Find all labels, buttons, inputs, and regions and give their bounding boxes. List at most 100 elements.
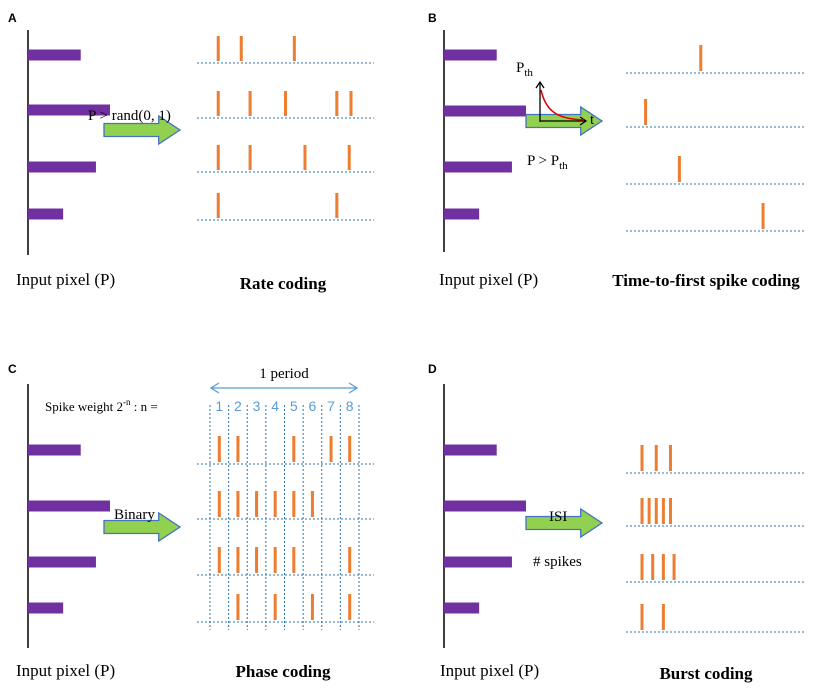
spike-weight-tail: : n = — [131, 399, 158, 414]
spike — [654, 498, 658, 524]
spike — [329, 436, 333, 462]
pixel-bar — [28, 602, 64, 614]
spike — [640, 498, 644, 524]
curve-y-label: Pth — [516, 60, 533, 79]
coding-scheme-label: Rate coding — [240, 274, 327, 293]
phase-slot-number: 8 — [346, 398, 354, 414]
phase-slot-number: 2 — [234, 398, 242, 414]
phase-slot-number: 3 — [253, 398, 261, 414]
pixel-bar — [444, 602, 480, 614]
spike — [236, 547, 240, 573]
pixel-bar — [28, 208, 64, 220]
curve-y-arrowhead — [535, 80, 545, 89]
spike — [761, 203, 765, 229]
spike — [348, 547, 352, 573]
spike — [310, 594, 314, 620]
spike — [273, 491, 277, 517]
coding-scheme-label: Time-to-first spike coding — [612, 271, 800, 290]
arrow-label: Binary — [114, 507, 155, 523]
spike — [216, 91, 220, 116]
curve-y-label-subscript: th — [524, 67, 533, 79]
spike — [672, 554, 676, 580]
panel-d: D ISI # spikes Input pixel (P) Burst coding — [428, 362, 804, 683]
panel-c: C 1 2 3 4 5 6 7 8 1 period Spike weight 2-n : n = B… — [8, 362, 374, 681]
curve-x-label: t — [590, 112, 595, 128]
pixel-bar — [444, 105, 526, 117]
phase-slot-number: 5 — [290, 398, 298, 414]
pixel-bar — [28, 161, 96, 173]
spike — [647, 498, 651, 524]
panel-letter: B — [428, 11, 437, 25]
spike-weight-label: Spike weight 2-n : n = — [45, 397, 158, 414]
pixel-bar — [28, 444, 81, 456]
phase-slot-number: 1 — [215, 398, 223, 414]
coding-scheme-label: Burst coding — [659, 664, 753, 683]
spike — [292, 547, 296, 573]
pixel-bar — [28, 49, 81, 61]
spike — [236, 491, 240, 517]
panel-a: A P > rand(0, 1) Input pixel (P) Rate codin… — [8, 11, 374, 293]
spike — [347, 145, 351, 170]
spike — [644, 99, 648, 125]
spike — [284, 91, 287, 116]
spike — [640, 445, 644, 471]
spike — [273, 547, 277, 573]
spike — [661, 604, 665, 630]
period-label: 1 period — [259, 366, 309, 382]
input-pixel-label: Input pixel (P) — [440, 661, 539, 680]
coding-scheme-label: Phase coding — [236, 662, 331, 681]
spike — [255, 547, 259, 573]
arrow-label: P > rand(0, 1) — [88, 108, 171, 124]
pixel-bar — [28, 556, 96, 568]
pixel-bar — [28, 500, 110, 512]
panel-letter: A — [8, 11, 17, 25]
curve-x-arrowhead — [579, 116, 588, 126]
curve-y-label-main: P — [516, 60, 524, 76]
spike — [349, 91, 353, 116]
spike — [303, 145, 307, 170]
period-arrow-left-head — [209, 382, 220, 394]
input-pixel-label: Input pixel (P) — [16, 270, 115, 289]
spike — [677, 156, 681, 182]
spike — [654, 445, 658, 471]
spike — [348, 594, 352, 620]
pixel-bar — [444, 444, 497, 456]
input-pixel-label: Input pixel (P) — [439, 270, 538, 289]
pixel-bar — [28, 104, 110, 116]
spike — [292, 491, 296, 517]
pixel-bar — [444, 161, 512, 173]
spike — [239, 36, 243, 61]
panel-letter: C — [8, 362, 17, 376]
spike — [661, 498, 665, 524]
spike — [335, 91, 339, 116]
spike — [669, 498, 672, 524]
arrow-label-main: P > P — [527, 153, 559, 169]
spike — [217, 491, 221, 517]
spike-weight-text: Spike weight 2 — [45, 399, 123, 414]
spike — [348, 436, 352, 462]
spike-weight-exponent: -n — [123, 397, 131, 407]
panel-letter: D — [428, 362, 437, 376]
input-pixel-label: Input pixel (P) — [16, 661, 115, 680]
phase-slot-number: 7 — [327, 398, 335, 414]
arrow-label-secondary: # spikes — [533, 554, 582, 570]
spike — [273, 594, 277, 620]
threshold-decay-curve — [540, 89, 585, 121]
spike — [699, 45, 703, 71]
spike — [217, 436, 221, 462]
spike — [248, 91, 252, 116]
encoding-arrow — [525, 507, 604, 539]
spike — [217, 547, 221, 573]
encoding-arrow — [103, 511, 182, 543]
pixel-bar — [444, 556, 512, 568]
phase-slot-number: 4 — [271, 398, 279, 414]
encoding-arrow — [103, 114, 182, 146]
spike — [310, 491, 314, 517]
spike — [292, 36, 296, 61]
spike — [216, 145, 220, 170]
pixel-bar — [444, 49, 497, 61]
arrow-label: P > Pth — [527, 153, 568, 172]
spike — [669, 445, 672, 471]
